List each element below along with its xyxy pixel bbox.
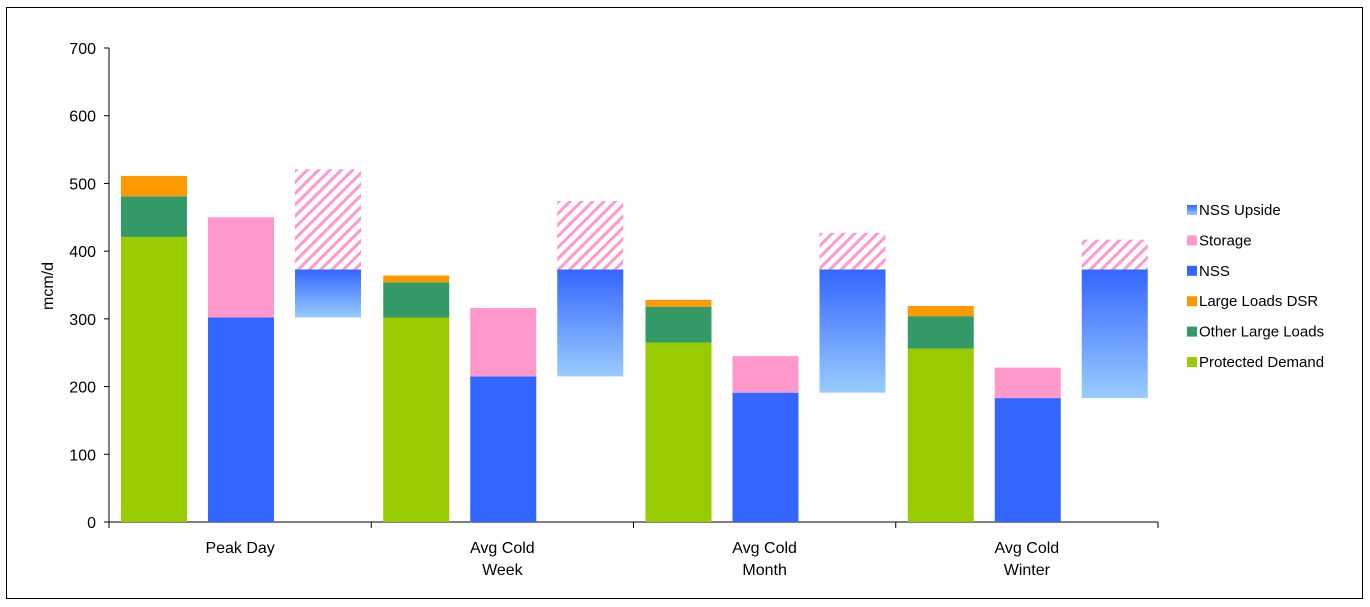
bar-other-large-loads: [121, 196, 187, 237]
legend-label: Protected Demand: [1199, 354, 1324, 371]
bar-large-loads-dsr: [383, 275, 450, 283]
legend-label: NSS: [1199, 263, 1230, 280]
bar-nss: [732, 392, 799, 522]
bar-other-large-loads: [383, 282, 450, 318]
y-tick-label: 0: [87, 515, 96, 532]
y-axis-title: mcm/d: [40, 262, 57, 310]
bar-large-loads-dsr: [907, 305, 974, 317]
legend-label: Large Loads DSR: [1199, 293, 1318, 310]
y-tick-label: 100: [69, 447, 96, 464]
legend-swatch: [1187, 296, 1197, 307]
bar-storage: [208, 217, 274, 318]
x-tick-label: Avg Cold: [470, 540, 535, 557]
bar-storage: [470, 308, 537, 377]
axes: [104, 47, 1159, 528]
legend: NSS Upside Storage NSS Large Loads DSR Other…: [1187, 202, 1324, 371]
y-tick-label: 600: [69, 109, 96, 126]
bar-nss: [470, 376, 537, 522]
bar-nss-upside: [295, 269, 361, 318]
x-tick-labels: Peak Day Avg Cold Week Avg Cold Month Avg Col…: [205, 540, 1059, 579]
bar-protected-demand: [121, 236, 187, 522]
y-tick-labels: 0 100 200 300 400 500 600 700: [69, 41, 96, 532]
x-tick-label: Peak Day: [205, 540, 274, 557]
x-tick-label: Avg Cold: [732, 540, 797, 557]
x-tick-label: Month: [742, 562, 786, 579]
y-tick-label: 200: [69, 380, 96, 397]
bar-storage: [732, 356, 799, 393]
y-tick-label: 700: [69, 41, 96, 58]
legend-swatch: [1187, 265, 1197, 276]
bar-nss-upside: [557, 269, 624, 377]
bar-protected-demand: [645, 342, 712, 522]
x-tick-label: Week: [482, 562, 524, 579]
legend-swatch: [1187, 357, 1197, 367]
legend-swatch: [1187, 205, 1197, 215]
bar-storage-upside: [557, 201, 624, 270]
bar-storage-upside: [1081, 239, 1148, 270]
legend-label: Other Large Loads: [1199, 324, 1324, 341]
bar-protected-demand: [907, 348, 974, 522]
bar-nss-upside: [819, 269, 886, 393]
bars: [121, 169, 1148, 522]
bar-nss: [994, 398, 1061, 522]
bar-nss-upside: [1081, 269, 1148, 399]
bar-storage-upside: [295, 169, 361, 270]
x-tick-label: Winter: [1004, 562, 1051, 579]
y-tick-label: 300: [69, 312, 96, 329]
bar-storage: [994, 367, 1061, 399]
y-tick-label: 400: [69, 244, 96, 261]
bar-storage-upside: [819, 232, 886, 270]
bar-large-loads-dsr: [645, 299, 712, 307]
legend-swatch: [1187, 326, 1197, 337]
bar-other-large-loads: [907, 316, 974, 349]
legend-label: Storage: [1199, 232, 1252, 249]
legend-label: NSS Upside: [1199, 202, 1281, 219]
bar-nss: [208, 317, 274, 522]
bar-other-large-loads: [645, 306, 712, 343]
bar-protected-demand: [383, 317, 450, 522]
legend-swatch: [1187, 235, 1197, 246]
y-tick-label: 500: [69, 176, 96, 193]
bar-large-loads-dsr: [121, 175, 187, 197]
x-tick-label: Avg Cold: [995, 540, 1060, 557]
